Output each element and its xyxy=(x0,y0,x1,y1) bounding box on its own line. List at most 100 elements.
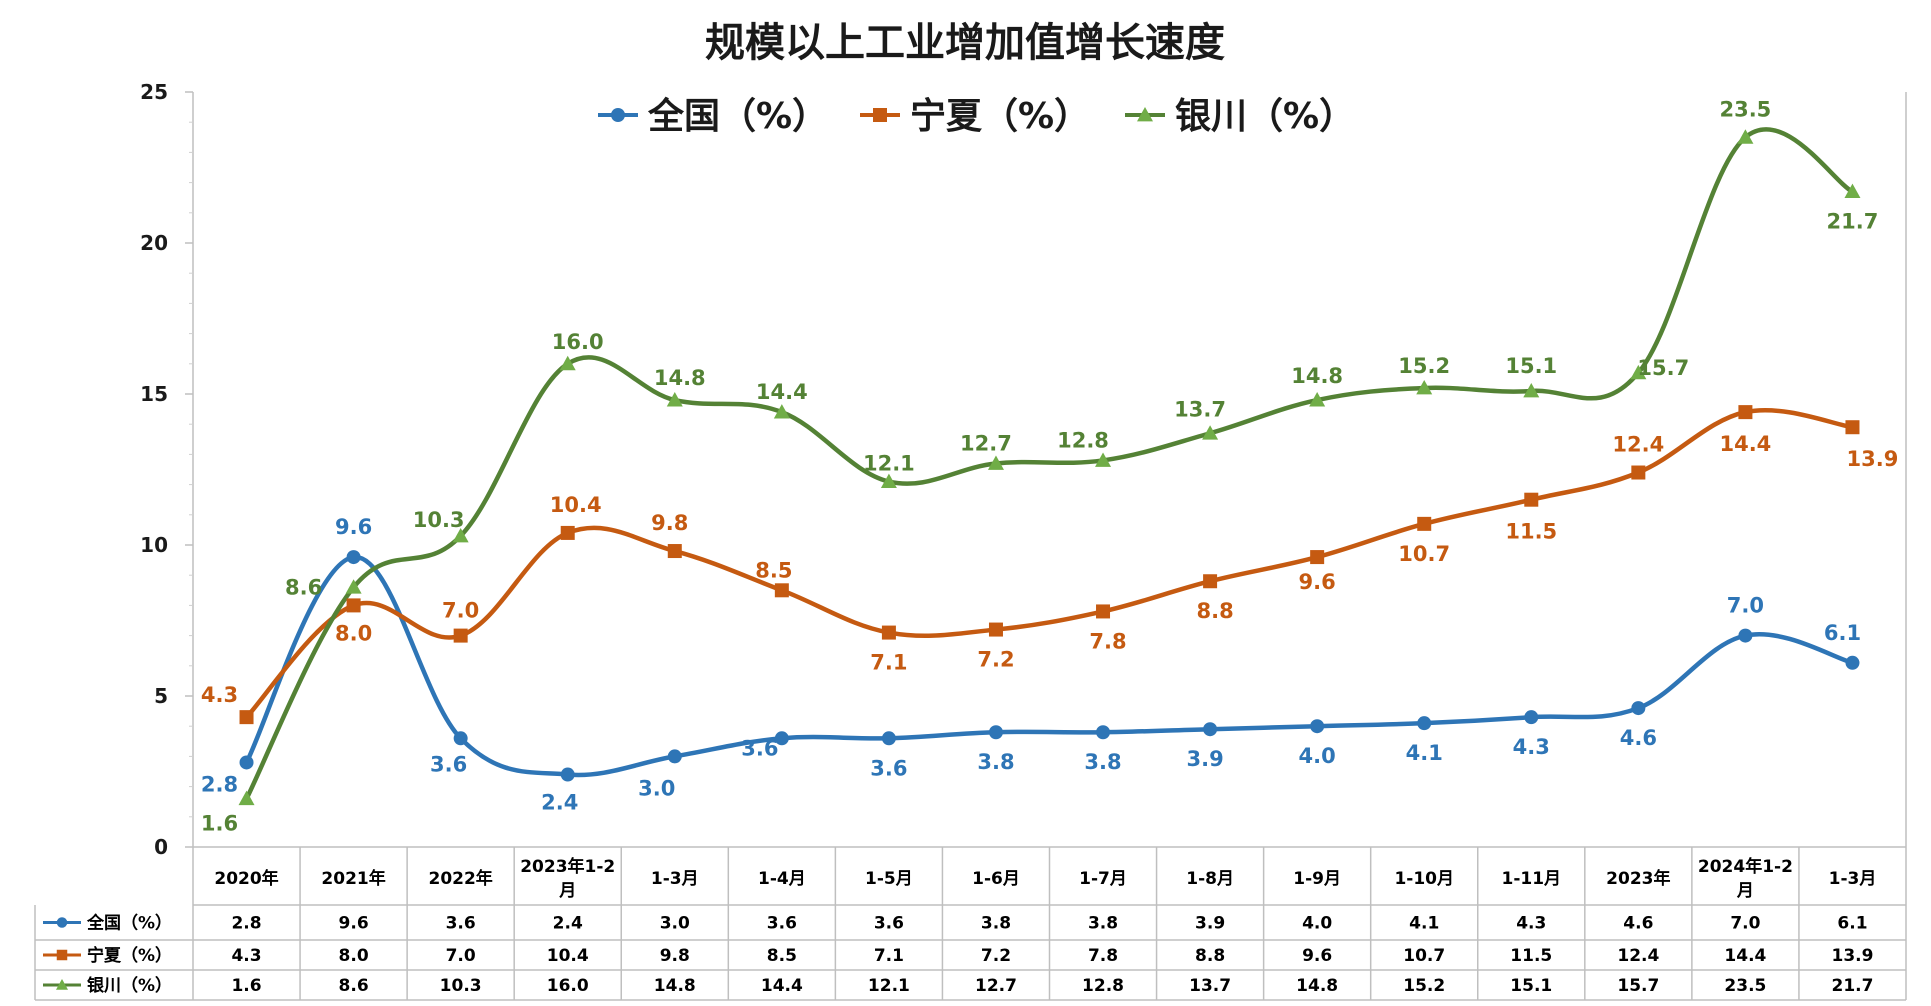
series-line xyxy=(244,554,1854,778)
data-point xyxy=(987,455,1004,470)
data-label: 7.0 xyxy=(442,599,479,623)
data-point xyxy=(559,355,576,371)
table-cell: 10.3 xyxy=(440,976,482,996)
data-label: 21.7 xyxy=(1827,210,1879,234)
data-point xyxy=(1737,129,1754,144)
table-cell: 8.8 xyxy=(1195,946,1225,966)
table-cell: 3.8 xyxy=(981,914,1011,934)
data-label: 1.6 xyxy=(201,812,238,836)
data-point xyxy=(881,731,896,746)
data-point xyxy=(1845,655,1860,670)
data-point xyxy=(1417,516,1432,531)
data-point xyxy=(560,525,575,540)
data-point xyxy=(453,731,468,746)
x-tick-label: 2024年1-2 xyxy=(1698,856,1793,877)
legend-marker xyxy=(611,108,625,122)
table-cell: 16.0 xyxy=(547,976,589,996)
data-point xyxy=(1631,701,1646,716)
table-series-name: 全国（%） xyxy=(86,913,172,934)
data-point xyxy=(1309,392,1326,407)
x-tick-label: 2020年 xyxy=(214,868,278,889)
data-point xyxy=(1417,716,1432,731)
legend-label: 全国（%） xyxy=(647,95,828,137)
x-tick-label: 2023年 xyxy=(1606,868,1670,889)
data-point xyxy=(453,628,468,643)
data-point xyxy=(774,731,789,746)
data-label: 3.6 xyxy=(741,736,778,760)
x-tick-label: 1-10月 xyxy=(1394,869,1454,889)
table-cell: 14.8 xyxy=(1296,976,1338,996)
table-cell: 12.8 xyxy=(1082,976,1124,996)
data-label: 10.7 xyxy=(1398,542,1450,566)
table-cell: 3.0 xyxy=(660,914,690,934)
table-cell: 2.4 xyxy=(553,914,583,934)
x-tick-label: 2023年1-2 xyxy=(520,856,615,877)
data-label: 14.8 xyxy=(1291,364,1343,388)
x-tick-label: 1-4月 xyxy=(758,869,806,889)
x-tick-label: 1-7月 xyxy=(1079,869,1127,889)
data-label: 7.8 xyxy=(1089,629,1126,653)
data-label: 15.7 xyxy=(1637,356,1689,380)
table-cell: 2.8 xyxy=(231,914,261,934)
data-point xyxy=(1310,719,1325,734)
data-label: 8.5 xyxy=(755,558,792,582)
data-point xyxy=(1095,452,1112,467)
data-point xyxy=(667,544,682,559)
table-cell: 7.1 xyxy=(874,946,904,966)
table-cell: 7.0 xyxy=(446,946,476,966)
table-legend-marker xyxy=(56,979,68,990)
table-cell: 11.5 xyxy=(1510,946,1552,966)
table-cell: 13.9 xyxy=(1831,946,1873,966)
data-label: 7.2 xyxy=(977,648,1014,672)
data-point xyxy=(988,725,1003,740)
x-tick-label: 1-3月 xyxy=(1829,869,1877,889)
data-label: 13.9 xyxy=(1847,447,1899,471)
data-point xyxy=(1844,183,1861,199)
table-cell: 1.6 xyxy=(231,976,261,996)
data-label: 14.4 xyxy=(756,380,808,404)
data-label: 7.0 xyxy=(1727,594,1764,618)
legend-label: 银川（%） xyxy=(1175,96,1355,137)
y-tick-label: 0 xyxy=(154,835,168,859)
data-point xyxy=(1524,710,1539,725)
x-tick-label-line2: 月 xyxy=(1736,881,1754,901)
data-point xyxy=(1310,550,1325,565)
data-label: 8.6 xyxy=(285,575,322,599)
x-tick-label: 1-6月 xyxy=(972,869,1020,889)
x-tick-label: 2021年 xyxy=(321,868,385,889)
data-point xyxy=(346,598,361,613)
table-cell: 8.0 xyxy=(339,946,369,966)
y-tick-label: 20 xyxy=(140,231,168,255)
data-label: 3.6 xyxy=(870,756,907,780)
data-point xyxy=(774,583,789,598)
table-legend-marker xyxy=(56,917,68,928)
table-cell: 12.4 xyxy=(1617,946,1659,966)
data-point xyxy=(1524,492,1539,507)
table-cell: 14.4 xyxy=(1724,946,1766,966)
table-cell: 9.6 xyxy=(1302,946,1332,966)
table-cell: 14.4 xyxy=(761,976,803,996)
table-cell: 9.6 xyxy=(339,914,369,934)
table-cell: 4.3 xyxy=(231,946,261,966)
table-cell: 3.6 xyxy=(767,914,797,934)
data-point xyxy=(666,392,683,407)
data-label: 2.4 xyxy=(541,791,578,815)
table-cell: 4.6 xyxy=(1623,914,1653,934)
data-point xyxy=(1203,722,1218,737)
data-label: 4.3 xyxy=(1513,735,1550,759)
table-cell: 4.3 xyxy=(1516,914,1546,934)
table-cell: 21.7 xyxy=(1831,976,1873,996)
table-cell: 6.1 xyxy=(1837,914,1867,934)
data-label: 14.4 xyxy=(1719,432,1771,456)
data-label: 3.0 xyxy=(638,776,675,800)
x-tick-label: 1-5月 xyxy=(865,869,913,889)
table-legend-marker xyxy=(56,949,68,961)
data-point xyxy=(773,404,790,419)
data-label: 15.1 xyxy=(1505,354,1557,378)
table-cell: 7.0 xyxy=(1730,914,1760,934)
data-point xyxy=(1523,382,1540,398)
data-label: 11.5 xyxy=(1505,520,1557,544)
data-label: 9.6 xyxy=(335,515,372,539)
